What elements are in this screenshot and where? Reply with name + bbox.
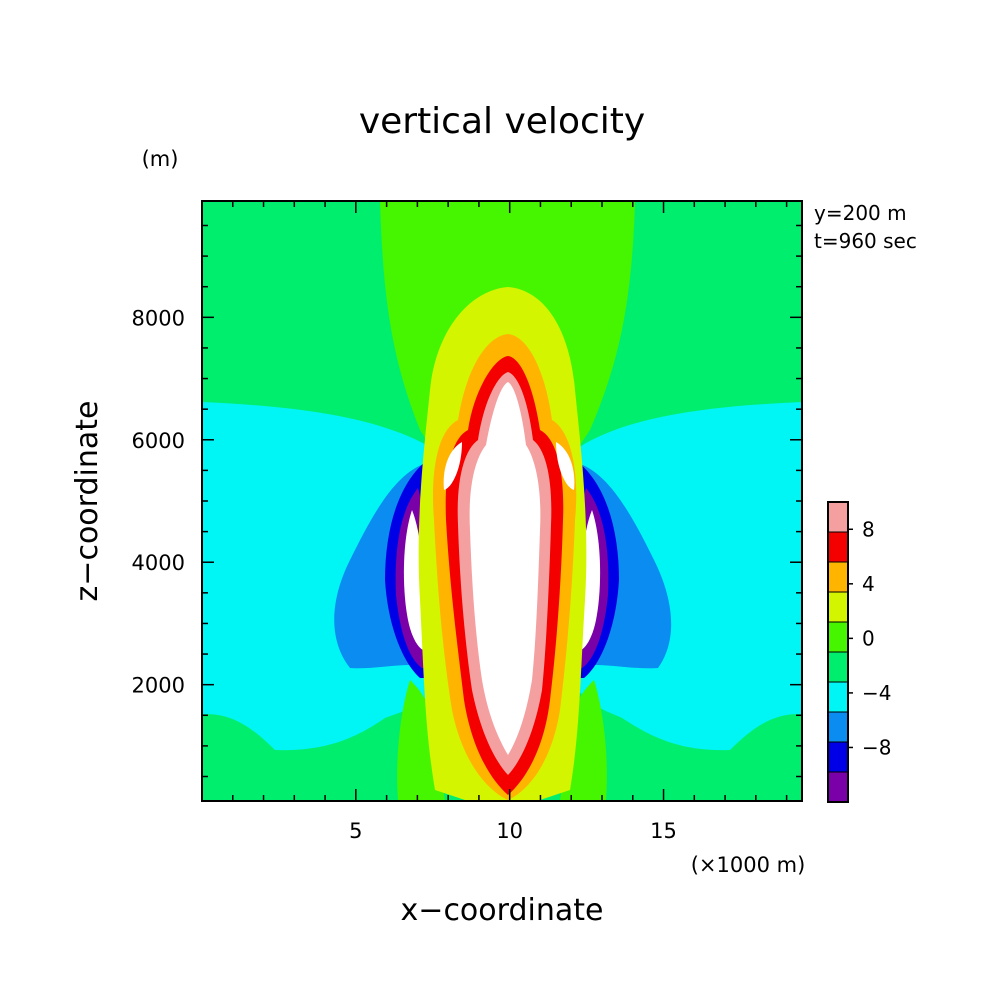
colorbar-tick-label: 0 xyxy=(862,626,875,650)
colorbar xyxy=(827,501,849,803)
x-tick-label: 10 xyxy=(496,819,523,843)
y-unit-label: (m) xyxy=(142,147,179,171)
colorbar-labels: 8 4 0 −4 −8 xyxy=(848,517,891,759)
major-ticks xyxy=(202,201,802,801)
colorbar-tick-label: −8 xyxy=(862,735,891,759)
y-axis-label: z−coordinate xyxy=(70,401,105,602)
x-tick-label: 15 xyxy=(650,819,677,843)
colorbar-tick-label: 8 xyxy=(862,517,875,541)
x-axis-label: x−coordinate xyxy=(401,893,604,928)
contour-flank-core-right xyxy=(556,442,575,490)
x-tick-label: 5 xyxy=(349,819,362,843)
colorbar-swatch xyxy=(827,771,849,803)
colorbar-swatch xyxy=(827,531,849,563)
annotation-y: y=200 m xyxy=(814,201,907,225)
colorbar-swatch xyxy=(827,681,849,713)
colorbar-swatch xyxy=(827,711,849,743)
colorbar-swatch xyxy=(827,621,849,653)
contour-flank-core-left xyxy=(443,442,462,490)
colorbar-tick-label: 4 xyxy=(862,572,875,596)
colorbar-swatch xyxy=(827,501,849,533)
y-tick-label: 2000 xyxy=(132,674,185,698)
x-tick-labels: 5 10 15 xyxy=(349,819,677,843)
minor-ticks xyxy=(202,201,802,801)
y-tick-label: 4000 xyxy=(132,551,185,575)
chart-title: vertical velocity xyxy=(359,101,645,142)
colorbar-swatch xyxy=(827,651,849,683)
colorbar-swatch xyxy=(827,591,849,623)
x-unit-label: (×1000 m) xyxy=(691,853,806,877)
plot-area xyxy=(201,200,803,802)
y-tick-label: 6000 xyxy=(132,429,185,453)
colorbar-swatch xyxy=(827,561,849,593)
annotation-t: t=960 sec xyxy=(814,229,917,253)
colorbar-frame xyxy=(827,501,849,803)
y-tick-labels: 2000 4000 6000 8000 xyxy=(132,306,185,697)
y-tick-label: 8000 xyxy=(132,306,185,330)
colorbar-swatch xyxy=(827,741,849,773)
contour-updraft-core xyxy=(469,382,541,755)
colorbar-tick-label: −4 xyxy=(862,681,891,705)
